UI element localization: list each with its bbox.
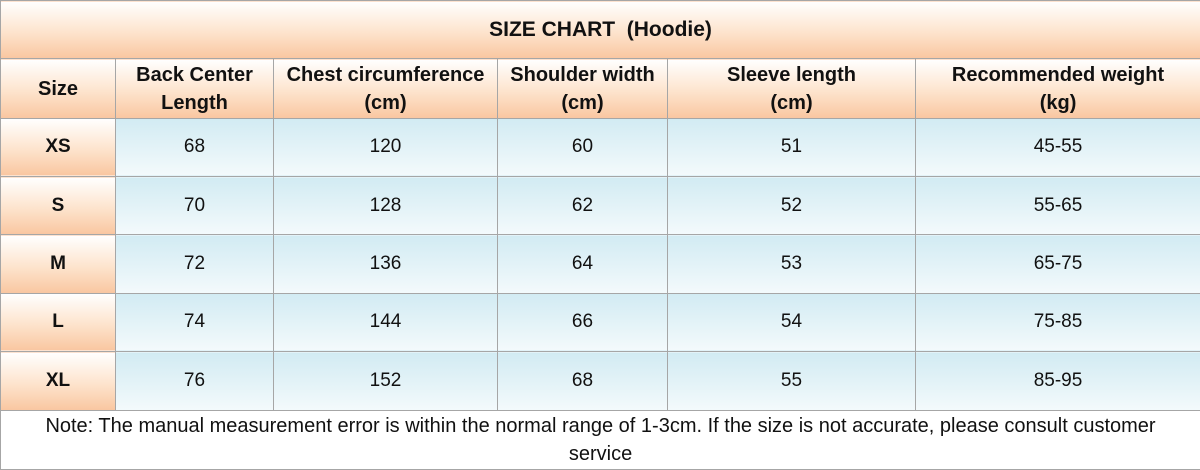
size-value: 152 xyxy=(273,351,498,411)
size-value: 60 xyxy=(497,117,668,178)
header-line: Size xyxy=(37,77,79,100)
header-cell: Chest circumference (cm) xyxy=(273,58,498,119)
header-line: Shoulder width xyxy=(510,63,655,86)
header-cell: Back Center Length xyxy=(115,58,274,119)
size-value: 70 xyxy=(115,176,274,236)
header-line: Back Center xyxy=(136,63,253,86)
header-line: (cm) xyxy=(561,91,604,114)
note-row: Note: The manual measurement error is wi… xyxy=(0,409,1200,470)
size-value: 136 xyxy=(273,234,498,294)
header-cell: Shoulder width (cm) xyxy=(497,58,668,119)
size-value: 72 xyxy=(115,234,274,294)
size-value: 55 xyxy=(667,351,916,411)
size-label: L xyxy=(0,292,116,353)
size-value: 45-55 xyxy=(914,117,1200,178)
size-value: 51 xyxy=(667,117,916,178)
header-line: Sleeve length xyxy=(727,63,856,86)
size-value: 54 xyxy=(667,292,916,353)
size-row: S 70 128 62 52 55-65 xyxy=(0,176,1200,236)
size-value: 85-95 xyxy=(914,351,1200,411)
size-value: 53 xyxy=(667,234,916,294)
size-value: 55-65 xyxy=(914,176,1200,236)
size-label: S xyxy=(0,176,116,236)
size-row: M 72 136 64 53 65-75 xyxy=(0,234,1200,294)
header-cell: Sleeve length (cm) xyxy=(667,58,916,119)
header-cell: Recommended weight (kg) xyxy=(914,58,1200,119)
header-line: Length xyxy=(161,91,228,114)
size-value: 68 xyxy=(497,351,668,411)
header-line: Recommended weight xyxy=(951,63,1165,86)
size-label: XS xyxy=(0,117,116,178)
header-line: (cm) xyxy=(770,91,813,114)
size-value: 62 xyxy=(497,176,668,236)
size-value: 144 xyxy=(273,292,498,353)
header-cell: Size xyxy=(0,58,116,119)
size-value: 66 xyxy=(497,292,668,353)
size-value: 74 xyxy=(115,292,274,353)
size-value: 65-75 xyxy=(914,234,1200,294)
header-line: Chest circumference xyxy=(286,63,485,86)
header-line: (kg) xyxy=(1039,91,1077,114)
size-row: L 74 144 66 54 75-85 xyxy=(0,292,1200,353)
title-row: SIZE CHART (Hoodie) xyxy=(0,0,1200,60)
title: SIZE CHART (Hoodie) xyxy=(0,0,1200,60)
size-value: 68 xyxy=(115,117,274,178)
size-label: M xyxy=(0,234,116,294)
size-value: 128 xyxy=(273,176,498,236)
size-row: XS 68 120 60 51 45-55 xyxy=(0,117,1200,178)
size-value: 64 xyxy=(497,234,668,294)
size-row: XL 76 152 68 55 85-95 xyxy=(0,351,1200,411)
size-label: XL xyxy=(0,351,116,411)
header-row: Size Back Center Length Chest circumference… xyxy=(0,58,1200,119)
header-line: (cm) xyxy=(364,91,407,114)
size-value: 76 xyxy=(115,351,274,411)
size-value: 52 xyxy=(667,176,916,236)
size-value: 75-85 xyxy=(914,292,1200,353)
note: Note: The manual measurement error is wi… xyxy=(0,409,1200,470)
size-value: 120 xyxy=(273,117,498,178)
